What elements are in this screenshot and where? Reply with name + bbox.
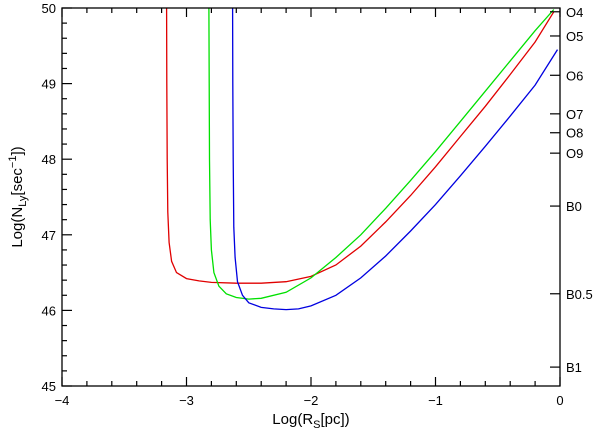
series-line-2 xyxy=(208,7,555,300)
spectral-type-label: O4 xyxy=(566,5,583,20)
plot-area xyxy=(165,7,559,311)
spectral-type-label: B1 xyxy=(566,360,582,375)
spectral-type-label: B0 xyxy=(566,199,582,214)
spectral-type-label: B0.5 xyxy=(566,287,593,302)
y-tick-label: 47 xyxy=(42,228,56,243)
spectral-type-label: O9 xyxy=(566,146,583,161)
x-tick-label: −1 xyxy=(428,393,443,408)
series-line-3 xyxy=(231,7,559,311)
y-tick-label: 49 xyxy=(42,77,56,92)
x-tick-label: −4 xyxy=(55,393,70,408)
series-line-1 xyxy=(165,7,555,284)
plot-frame xyxy=(61,7,561,387)
y-tick-label: 50 xyxy=(42,1,56,16)
x-tick-label: −2 xyxy=(304,393,319,408)
y-tick-label: 48 xyxy=(42,152,56,167)
y-axis-title: Log(NLy[sec−1]) xyxy=(7,146,29,247)
x-tick-label: −3 xyxy=(179,393,194,408)
y-tick-label: 45 xyxy=(42,379,56,394)
axis-ticks xyxy=(61,7,561,387)
spectral-type-label: O7 xyxy=(566,107,583,122)
spectral-type-label: O5 xyxy=(566,29,583,44)
spectral-type-label: O6 xyxy=(566,68,583,83)
spectral-type-label: O8 xyxy=(566,126,583,141)
x-axis-title: Log(RS[pc]) xyxy=(272,411,349,431)
y-tick-label: 46 xyxy=(42,303,56,318)
x-tick-label: 0 xyxy=(556,393,563,408)
axis-tick-labels: −4 −3 −2 −1 0 45 46 47 48 49 50 O4 O5 O6 O7 O8 O9 B0 B0.5 B… xyxy=(42,1,593,408)
